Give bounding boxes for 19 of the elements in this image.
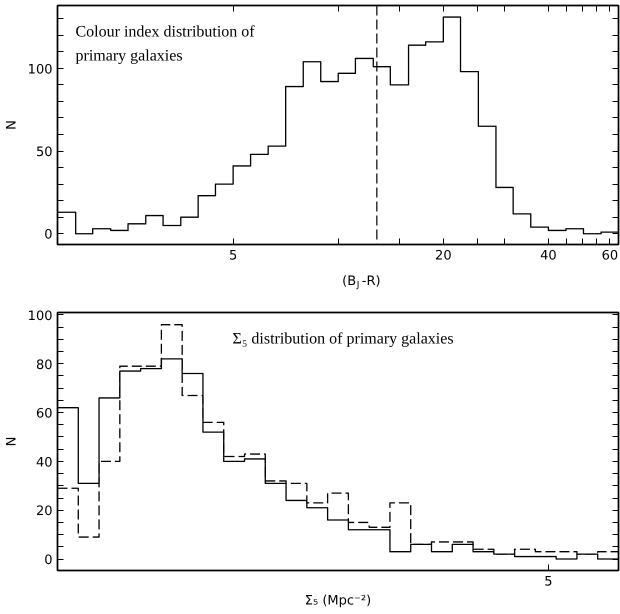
y-tick-label: 100 xyxy=(28,308,53,324)
y-axis-title: N xyxy=(4,120,20,130)
y-axis-title: N xyxy=(4,436,20,446)
text: 5 xyxy=(544,574,553,590)
x-axis-title: Σ₅ (Mpc⁻²) xyxy=(304,594,372,608)
y-tick-label: 100 xyxy=(28,62,53,78)
x-tick-label: 5 xyxy=(229,248,238,264)
y-tick-label: 60 xyxy=(36,406,53,422)
y-tick-label: 80 xyxy=(36,358,53,373)
x-tick-label: 60 xyxy=(602,248,618,264)
text: Colour index distribution of primary galaxies xyxy=(76,24,256,64)
text: Σ₅ distribution of primary galaxies xyxy=(232,330,454,348)
y-tick-label: 0 xyxy=(44,553,53,568)
y-tick-label: 0 xyxy=(44,228,53,243)
x-tick-label: 40 xyxy=(540,248,557,264)
y-tick-label: 20 xyxy=(36,504,53,520)
x-tick-label: 20 xyxy=(435,248,452,264)
y-tick-label: 50 xyxy=(36,145,53,160)
y-tick-label: 40 xyxy=(36,455,53,470)
